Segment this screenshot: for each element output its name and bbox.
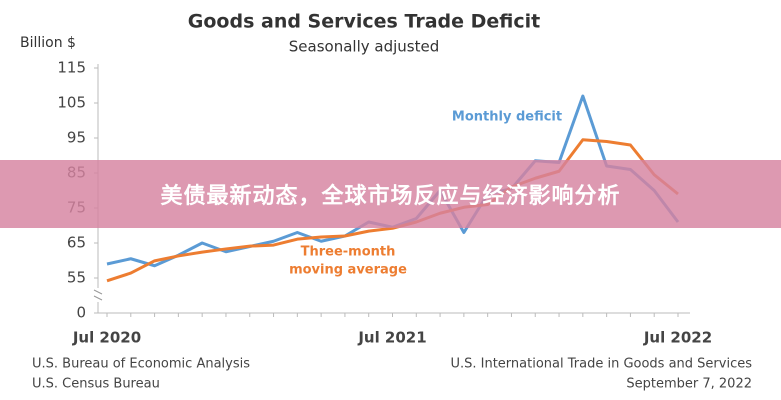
- y-tick-label: 55: [67, 269, 86, 287]
- series-line: [106, 138, 679, 283]
- source: U.S. International Trade in Goods and Se…: [450, 357, 752, 372]
- y-tick-label: 105: [57, 94, 86, 112]
- axis-break: [93, 289, 103, 301]
- source: U.S. Bureau of Economic Analysis: [32, 357, 250, 372]
- y-axis-label: Billion $: [20, 35, 76, 51]
- y-tick-label: 0: [76, 304, 86, 322]
- y-tick-label: 65: [67, 234, 86, 252]
- annotation: moving average: [289, 263, 407, 278]
- chart-subtitle: Seasonally adjusted: [289, 38, 439, 56]
- y-tick-label: 115: [57, 59, 86, 77]
- x-tick-label: Jul 2020: [72, 329, 141, 347]
- chart-title: Goods and Services Trade Deficit: [188, 11, 540, 33]
- source: U.S. Census Bureau: [32, 377, 160, 392]
- annotation: Monthly deficit: [452, 110, 562, 125]
- source: September 7, 2022: [626, 377, 752, 392]
- y-tick-label: 95: [67, 129, 86, 147]
- annotation: Three-month: [301, 245, 396, 260]
- x-tick-label: Jul 2021: [357, 329, 426, 347]
- x-tick-label: Jul 2022: [643, 329, 712, 347]
- banner: 美债最新动态，全球市场反应与经济影响分析: [0, 160, 781, 228]
